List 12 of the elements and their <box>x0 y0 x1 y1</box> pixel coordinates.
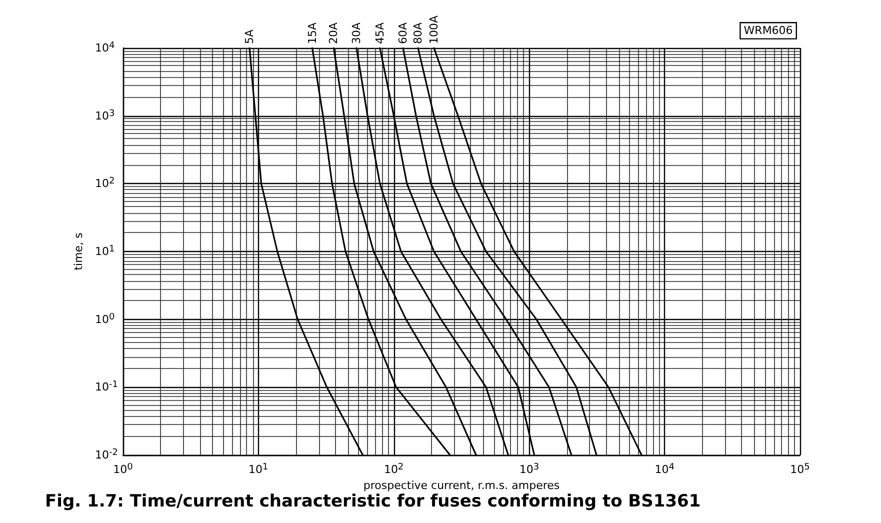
text: 80A <box>412 22 425 44</box>
text: 15A <box>306 22 319 44</box>
text: 20A <box>327 22 340 44</box>
text: 30A <box>350 22 363 44</box>
text: 5A <box>243 29 256 44</box>
text: 45A <box>373 22 386 44</box>
x-axis-title: prospective current, r.m.s. amperes <box>363 478 560 492</box>
text: Fig. 1.7: Time/current characteristic for fuses conforming to BS1361 <box>45 492 701 512</box>
y-axis-title: time, s <box>72 232 86 270</box>
text: WRM606 <box>744 24 793 38</box>
text: 100A <box>427 15 440 44</box>
text: 60A <box>396 22 410 44</box>
